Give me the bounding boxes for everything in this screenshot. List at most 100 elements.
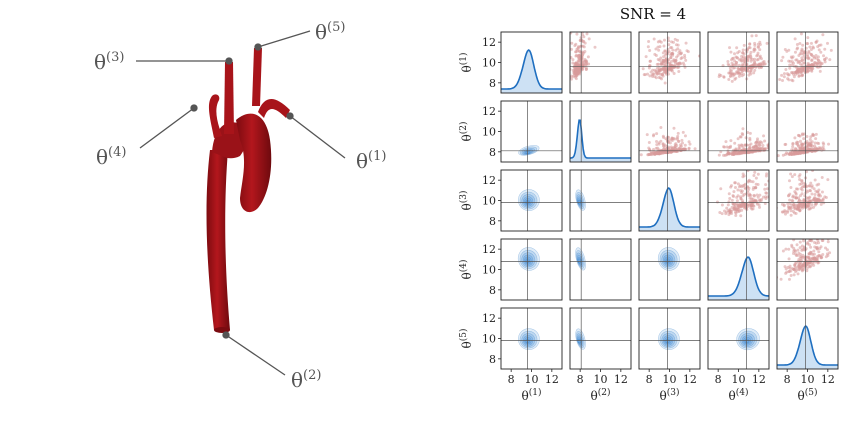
sample-point: [582, 45, 586, 49]
sample-point: [666, 69, 670, 73]
sample-point: [667, 43, 671, 47]
y-tick-label: 8: [489, 77, 496, 90]
sample-point: [793, 151, 797, 155]
ascending-aorta: [236, 113, 272, 213]
sample-point: [816, 55, 820, 59]
sample-point: [793, 37, 797, 41]
sample-point: [785, 49, 789, 53]
sample-point: [576, 46, 580, 50]
sample-point: [797, 196, 801, 200]
panel-5-2: 8 10 12θ(2): [569, 307, 632, 403]
sample-point: [795, 207, 799, 211]
sample-point: [809, 245, 813, 249]
sample-point: [586, 55, 590, 59]
sample-point: [820, 148, 824, 152]
sample-point: [639, 153, 643, 157]
sample-point: [652, 37, 656, 41]
sample-point: [814, 137, 818, 141]
sample-point: [792, 273, 796, 277]
sample-point: [654, 53, 658, 57]
sample-point: [812, 249, 816, 253]
sample-point: [797, 67, 801, 71]
sample-point: [748, 196, 752, 200]
sample-point: [780, 59, 784, 63]
marginal-line: [501, 49, 562, 90]
y-tick-label: 12: [482, 174, 496, 187]
sample-point: [663, 81, 667, 85]
sample-point: [682, 63, 686, 67]
sample-point: [727, 78, 731, 82]
branch-3: [224, 62, 234, 134]
panel-3-4: [707, 169, 774, 232]
sample-point: [795, 140, 799, 144]
sample-point: [657, 62, 661, 66]
sample-point: [789, 274, 793, 278]
sample-point: [771, 190, 774, 193]
sample-point: [794, 58, 798, 62]
sample-point: [660, 77, 664, 81]
sample-point: [795, 268, 799, 272]
sample-point: [758, 48, 762, 52]
sample-point: [790, 152, 794, 156]
panel-3-3: [638, 169, 701, 232]
sample-point: [646, 45, 650, 49]
sample-point: [748, 131, 752, 135]
sample-point: [740, 204, 744, 208]
sample-point: [807, 51, 811, 55]
sample-point: [802, 239, 806, 243]
x-tick-label: 8: [508, 373, 515, 386]
sample-point: [756, 57, 760, 61]
sample-point: [736, 182, 740, 186]
sample-point: [730, 198, 734, 202]
panel-4-2: [569, 238, 632, 301]
sample-point: [817, 254, 821, 258]
sample-point: [644, 55, 648, 59]
sample-point: [742, 73, 746, 77]
sample-point: [756, 172, 760, 176]
sample-point: [736, 188, 740, 192]
sample-point: [731, 63, 735, 67]
sample-point: [813, 141, 817, 145]
sample-point: [759, 199, 763, 203]
x-tick-label: 12: [821, 373, 835, 386]
sample-point: [758, 146, 762, 150]
sample-point: [726, 62, 730, 66]
sample-point: [810, 192, 814, 196]
sample-point: [737, 143, 741, 147]
sample-point: [814, 62, 818, 66]
panel-frame: [638, 31, 701, 94]
sample-point: [797, 226, 800, 229]
sample-point: [672, 71, 676, 75]
sample-point: [734, 213, 738, 217]
sample-point: [788, 202, 792, 206]
sample-point: [747, 194, 751, 198]
sample-point: [805, 135, 809, 139]
sample-point: [809, 239, 813, 242]
sample-point: [749, 199, 753, 203]
sample-point: [800, 56, 804, 60]
sample-point: [642, 73, 646, 77]
sample-point: [731, 194, 735, 198]
sample-point: [792, 204, 796, 208]
sample-point: [774, 56, 777, 59]
sample-point: [570, 55, 573, 59]
sample-point: [795, 243, 799, 247]
sample-point: [741, 127, 745, 131]
sample-point: [798, 62, 802, 66]
sample-point: [755, 193, 759, 197]
sample-point: [750, 34, 754, 38]
sample-point: [583, 49, 587, 53]
sample-point: [739, 72, 743, 76]
sample-point: [788, 66, 792, 70]
sample-point: [800, 182, 804, 186]
sample-point: [722, 75, 726, 79]
y-tick-label: 10: [482, 195, 496, 208]
sample-point: [657, 48, 661, 52]
label-theta3: θ(3): [94, 50, 124, 74]
sample-point: [672, 59, 676, 63]
panel-content: [501, 170, 562, 231]
label-theta2: θ(2): [291, 368, 321, 392]
sample-point: [740, 185, 744, 189]
sample-point: [719, 73, 723, 77]
panel-content: [777, 308, 838, 369]
